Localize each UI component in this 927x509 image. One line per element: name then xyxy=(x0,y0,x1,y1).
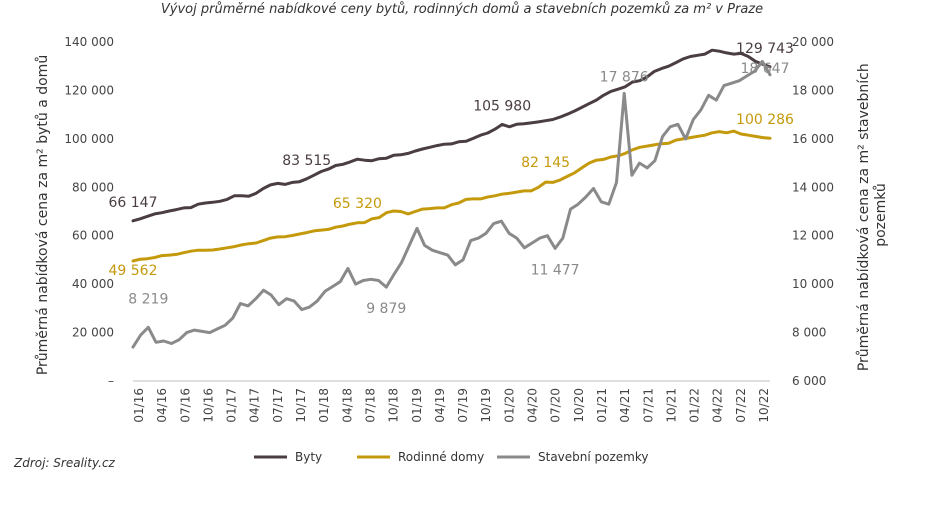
data-label: 105 980 xyxy=(473,98,531,114)
x-tick-label: 10/21 xyxy=(664,388,678,423)
right-y-tick-label: 6 000 xyxy=(792,374,826,388)
chart-title: Vývoj průměrné nabídkové ceny bytů, rodi… xyxy=(161,2,763,17)
x-tick-label: 07/21 xyxy=(641,388,655,423)
data-label: 11 477 xyxy=(531,262,580,278)
legend-label: Stavební pozemky xyxy=(538,450,648,464)
x-tick-label: 10/16 xyxy=(201,388,215,423)
series-line xyxy=(131,129,772,263)
x-tick-label: 01/22 xyxy=(688,388,702,423)
x-tick-label: 01/19 xyxy=(410,388,424,423)
left-y-tick-label: 60 000 xyxy=(72,229,114,243)
x-tick-label: 04/22 xyxy=(711,388,725,423)
left-y-axis-title: Průměrná nabídková cena za m² bytů a dom… xyxy=(35,55,51,375)
x-tick-label: 10/18 xyxy=(387,388,401,423)
source-note: Zdroj: Sreality.cz xyxy=(13,456,116,470)
series-line xyxy=(131,48,772,223)
right-y-axis-ticks: 6 000 8 000 10 000 12 000 14 000 16 000 18 000… xyxy=(792,35,834,388)
x-tick-label: 07/22 xyxy=(734,388,748,423)
right-y-axis-title: Průměrná nabídková cena za m² stavebních… xyxy=(856,59,889,371)
data-label: 100 286 xyxy=(736,112,794,128)
legend-label: Byty xyxy=(295,450,322,464)
x-tick-label: 01/18 xyxy=(317,388,331,423)
data-label: 82 145 xyxy=(521,155,570,171)
data-label: 83 515 xyxy=(282,153,331,169)
x-tick-label: 01/20 xyxy=(502,388,516,423)
left-y-tick-label: 80 000 xyxy=(72,180,114,194)
x-tick-label: 07/20 xyxy=(549,388,563,423)
x-tick-label: 07/18 xyxy=(363,388,377,423)
left-y-tick-label: 40 000 xyxy=(72,277,114,291)
x-tick-label: 01/17 xyxy=(225,388,239,423)
right-y-tick-label: 20 000 xyxy=(792,35,834,49)
legend: Byty Rodinné domy Stavební pozemky xyxy=(254,450,648,464)
data-label: 18 647 xyxy=(741,61,790,77)
right-y-tick-label: 8 000 xyxy=(792,326,826,340)
data-label: 8 219 xyxy=(128,291,168,307)
left-y-tick-label: 100 000 xyxy=(64,132,114,146)
left-y-axis-ticks: – 20 000 40 000 60 000 80 000 100 000 120 000 1… xyxy=(64,35,114,388)
data-label: 129 743 xyxy=(736,41,794,57)
series-lines xyxy=(131,48,772,349)
x-tick-label: 10/19 xyxy=(479,388,493,423)
x-tick-label: 10/20 xyxy=(572,388,586,423)
x-tick-label: 04/21 xyxy=(618,388,632,423)
left-y-tick-label: 20 000 xyxy=(72,326,114,340)
x-tick-label: 04/17 xyxy=(248,388,262,423)
legend-label: Rodinné domy xyxy=(398,450,484,464)
x-tick-label: 07/16 xyxy=(178,388,192,423)
left-y-tick-label: – xyxy=(108,374,114,388)
x-tick-label: 01/21 xyxy=(595,388,609,423)
right-y-tick-label: 16 000 xyxy=(792,132,834,146)
x-axis-ticks: 01/16 04/16 07/16 10/16 01/17 04/17 07/17 10/17… xyxy=(132,388,771,423)
data-label: 65 320 xyxy=(333,196,382,212)
data-label: 49 562 xyxy=(109,263,158,279)
right-y-tick-label: 12 000 xyxy=(792,229,834,243)
data-label: 66 147 xyxy=(109,195,158,211)
x-tick-label: 04/20 xyxy=(526,388,540,423)
data-label: 9 879 xyxy=(366,301,406,317)
x-tick-label: 04/16 xyxy=(155,388,169,423)
data-labels: 66 147 83 515 105 980 129 743 49 562 65 320 82… xyxy=(109,41,795,317)
right-y-tick-label: 18 000 xyxy=(792,83,834,97)
right-y-tick-label: 14 000 xyxy=(792,180,834,194)
series-line xyxy=(131,59,772,349)
x-tick-label: 07/17 xyxy=(271,388,285,423)
right-y-tick-label: 10 000 xyxy=(792,277,834,291)
x-tick-label: 04/19 xyxy=(433,388,447,423)
x-tick-label: 10/22 xyxy=(757,388,771,423)
left-y-tick-label: 120 000 xyxy=(64,83,114,97)
x-tick-label: 04/18 xyxy=(340,388,354,423)
left-y-tick-label: 140 000 xyxy=(64,35,114,49)
x-tick-label: 10/17 xyxy=(294,388,308,423)
x-tick-label: 07/19 xyxy=(456,388,470,423)
x-tick-label: 01/16 xyxy=(132,388,146,423)
data-label: 17 876 xyxy=(600,69,649,85)
